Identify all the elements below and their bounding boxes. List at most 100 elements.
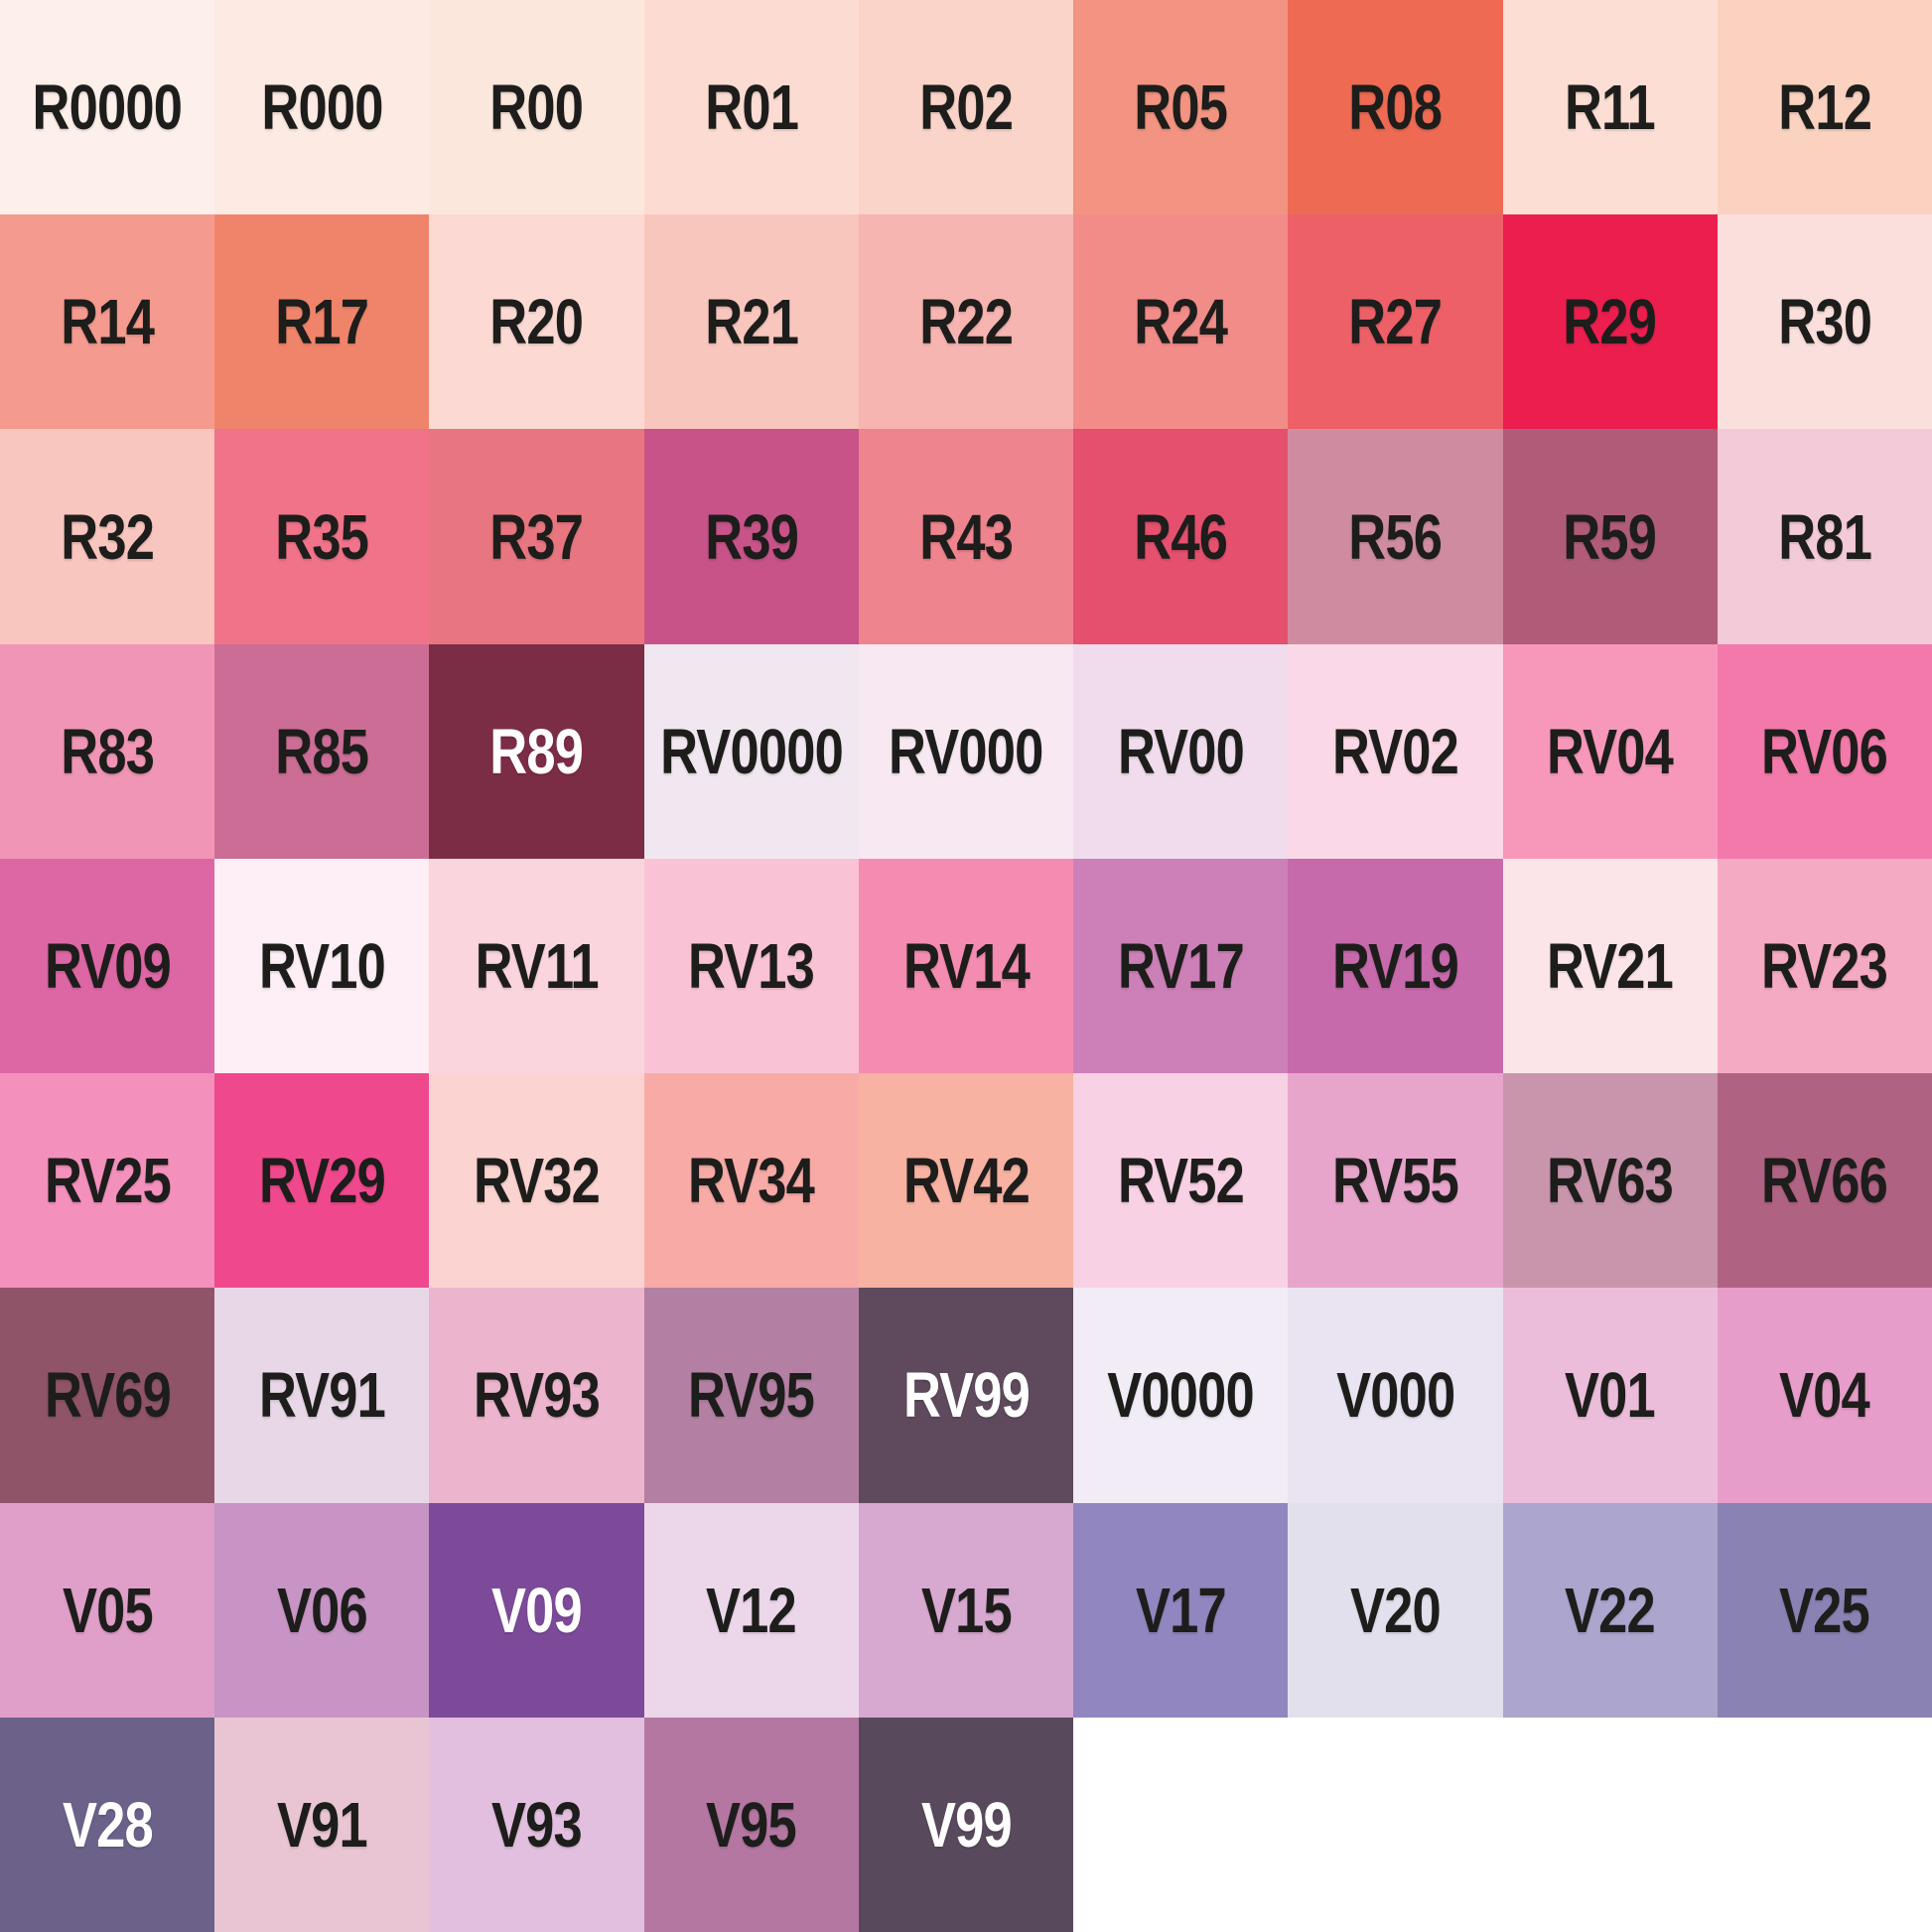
color-swatch-V04: V04 [1717,1288,1932,1503]
color-code-label: R32 [61,500,155,573]
color-code-label: RV93 [474,1359,601,1432]
color-code-label: R00 [489,71,585,144]
color-swatch-RV09: RV09 [0,858,215,1074]
color-swatch-R08: R08 [1288,0,1503,215]
color-swatch-RV00: RV00 [1073,643,1289,859]
color-code-label: RV34 [688,1145,815,1217]
color-swatch-RV99: RV99 [858,1288,1074,1503]
color-code-label: R12 [1777,71,1872,144]
color-swatch-R83: R83 [0,643,215,859]
color-swatch-R29: R29 [1502,214,1718,430]
color-code-label: R20 [489,286,585,358]
color-code-label: V91 [276,1788,368,1861]
color-code-label: RV21 [1547,929,1674,1002]
color-swatch-R0000: R0000 [0,0,215,215]
color-swatch-V22: V22 [1502,1502,1718,1718]
color-swatch-V01: V01 [1502,1288,1718,1503]
color-swatch-RV29: RV29 [214,1073,430,1289]
color-code-label: V09 [491,1574,583,1646]
color-code-label: V99 [920,1788,1013,1861]
color-code-label: RV00 [1117,715,1245,787]
color-swatch-V95: V95 [643,1717,859,1932]
color-code-label: R85 [275,715,369,787]
color-swatch-R22: R22 [858,214,1074,430]
color-swatch-RV55: RV55 [1288,1073,1503,1289]
color-swatch-V06: V06 [214,1502,430,1718]
color-code-label: R56 [1348,500,1444,573]
color-code-label: RV17 [1117,929,1245,1002]
color-code-label: R08 [1348,71,1444,144]
color-code-label: R000 [261,71,383,144]
empty-cell [1073,1717,1289,1932]
color-code-label: R21 [704,286,799,358]
color-swatch-RV000: RV000 [858,643,1074,859]
color-swatch-R81: R81 [1717,429,1932,644]
color-swatch-R01: R01 [643,0,859,215]
color-code-label: R81 [1777,500,1872,573]
color-code-label: R39 [704,500,799,573]
color-swatch-R11: R11 [1502,0,1718,215]
color-code-label: R29 [1563,286,1658,358]
color-code-label: RV0000 [659,715,844,787]
color-code-label: RV23 [1761,929,1888,1002]
color-swatch-V0000: V0000 [1073,1288,1289,1503]
color-swatch-V12: V12 [643,1502,859,1718]
color-code-label: R37 [489,500,585,573]
color-code-label: RV25 [44,1145,172,1217]
color-code-label: V12 [706,1574,797,1646]
color-swatch-RV23: RV23 [1717,858,1932,1074]
color-swatch-V28: V28 [0,1717,215,1932]
color-code-label: R24 [1134,286,1228,358]
empty-cell [1288,1717,1503,1932]
color-code-label: R11 [1565,71,1656,144]
color-swatch-R30: R30 [1717,214,1932,430]
color-swatch-RV91: RV91 [214,1288,430,1503]
color-swatch-RV66: RV66 [1717,1073,1932,1289]
color-code-label: R35 [275,500,369,573]
color-swatch-RV17: RV17 [1073,858,1289,1074]
color-swatch-RV02: RV02 [1288,643,1503,859]
color-swatch-RV52: RV52 [1073,1073,1289,1289]
color-code-label: R83 [61,715,155,787]
color-swatch-R56: R56 [1288,429,1503,644]
color-swatch-RV69: RV69 [0,1288,215,1503]
color-swatch-R00: R00 [429,0,644,215]
color-swatch-R14: R14 [0,214,215,430]
color-code-label: RV55 [1331,1145,1459,1217]
color-code-label: V17 [1135,1574,1227,1646]
color-code-label: RV19 [1331,929,1459,1002]
color-code-label: R46 [1134,500,1228,573]
color-swatch-RV0000: RV0000 [643,643,859,859]
color-swatch-RV95: RV95 [643,1288,859,1503]
color-swatch-RV34: RV34 [643,1073,859,1289]
color-swatch-V25: V25 [1717,1502,1932,1718]
color-code-label: RV69 [44,1359,172,1432]
color-code-label: RV95 [688,1359,815,1432]
color-code-label: R89 [489,715,585,787]
color-code-label: RV000 [889,715,1043,787]
color-code-label: V000 [1335,1359,1455,1432]
color-code-label: V20 [1349,1574,1442,1646]
color-swatch-RV10: RV10 [214,858,430,1074]
color-swatch-R000: R000 [214,0,430,215]
color-code-label: RV04 [1547,715,1674,787]
color-code-label: RV99 [902,1359,1030,1432]
color-swatch-R05: R05 [1073,0,1289,215]
color-swatch-V91: V91 [214,1717,430,1932]
color-code-label: V22 [1565,1574,1656,1646]
color-swatch-R37: R37 [429,429,644,644]
color-code-label: R27 [1348,286,1444,358]
color-swatch-V05: V05 [0,1502,215,1718]
color-swatch-RV06: RV06 [1717,643,1932,859]
color-code-label: RV06 [1761,715,1888,787]
color-swatch-RV63: RV63 [1502,1073,1718,1289]
color-code-label: RV52 [1117,1145,1245,1217]
color-swatch-RV11: RV11 [429,858,644,1074]
color-swatch-V20: V20 [1288,1502,1503,1718]
color-code-label: V15 [920,1574,1013,1646]
color-code-label: RV29 [258,1145,386,1217]
empty-cell [1717,1717,1932,1932]
color-code-label: R05 [1134,71,1228,144]
color-code-label: R02 [919,71,1014,144]
color-swatch-R20: R20 [429,214,644,430]
